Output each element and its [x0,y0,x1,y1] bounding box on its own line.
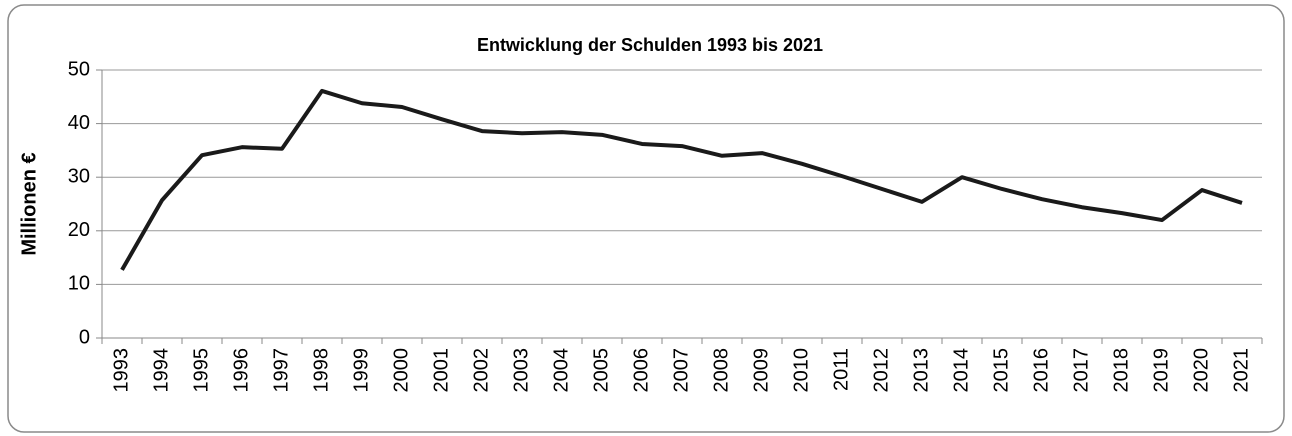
x-tick-label: 1999 [350,348,372,393]
x-tick-label: 2008 [710,348,732,393]
x-tick-label: 2021 [1230,348,1252,393]
y-tick-label: 10 [68,273,90,295]
x-tick-label: 1994 [150,348,172,393]
y-tick-label: 20 [68,219,90,241]
chart-title: Entwicklung der Schulden 1993 bis 2021 [477,35,823,55]
x-tick-label: 2006 [630,348,652,393]
x-tick-label: 2015 [990,348,1012,393]
x-tick-label: 2009 [750,348,772,393]
x-tick-label: 2019 [1150,348,1172,393]
x-tick-label: 2014 [950,348,972,393]
y-axis-label: Millionen € [18,152,40,255]
x-tick-label: 2007 [670,348,692,393]
chart-frame [7,4,1285,433]
x-tick-label: 1995 [190,348,212,393]
x-tick-label: 2012 [870,348,892,393]
y-tick-label: 30 [68,165,90,187]
x-tick-label: 2010 [790,348,812,393]
x-tick-label: 2001 [430,348,452,393]
x-tick-label: 2011 [830,348,852,391]
x-tick-label: 2017 [1070,348,1092,393]
x-tick-label: 2004 [550,348,572,393]
y-tick-label: 0 [79,326,90,348]
x-tick-label: 2016 [1030,348,1052,393]
y-tick-label: 50 [68,58,90,80]
x-tick-label: 1996 [230,348,252,393]
x-tick-label: 1998 [310,348,332,393]
x-tick-label: 2018 [1110,348,1132,393]
x-tick-label: 2013 [910,348,932,393]
x-tick-label: 1997 [270,348,292,393]
x-tick-label: 2003 [510,348,532,393]
x-tick-label: 2002 [470,348,492,393]
x-tick-label: 1993 [110,348,132,393]
line-series [120,88,1243,271]
x-tick-label: 2005 [590,348,612,393]
x-tick-label: 2020 [1190,348,1212,393]
y-tick-label: 40 [68,112,90,134]
x-tick-label: 2000 [390,348,412,393]
